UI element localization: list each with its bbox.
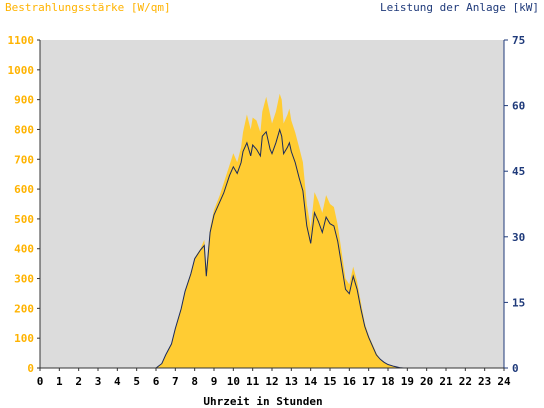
right-tick-label: 15: [512, 296, 525, 309]
left-tick-label: 200: [14, 302, 34, 315]
x-tick-label: 21: [439, 375, 453, 388]
left-tick-label: 100: [14, 332, 34, 345]
x-tick-label: 6: [153, 375, 160, 388]
x-tick-label: 11: [246, 375, 260, 388]
series-layer: [40, 93, 504, 369]
x-tick-label: 7: [172, 375, 179, 388]
left-tick-label: 600: [14, 183, 34, 196]
x-tick-label: 2: [75, 375, 82, 388]
right-axis-title: Leistung der Anlage [kW]: [380, 1, 539, 14]
x-tick-label: 23: [478, 375, 491, 388]
x-tick-label: 24: [497, 375, 511, 388]
right-tick-label: 0: [512, 362, 519, 375]
axes-layer: 0100200300400500600700800900100011000153…: [8, 34, 526, 388]
x-tick-label: 8: [191, 375, 198, 388]
x-tick-label: 15: [323, 375, 336, 388]
x-tick-label: 12: [265, 375, 278, 388]
x-tick-label: 4: [114, 375, 121, 388]
x-tick-label: 5: [133, 375, 140, 388]
left-tick-label: 800: [14, 123, 34, 136]
x-tick-label: 3: [95, 375, 102, 388]
left-tick-label: 300: [14, 273, 34, 286]
right-tick-label: 30: [512, 231, 525, 244]
x-tick-label: 22: [459, 375, 472, 388]
left-tick-label: 500: [14, 213, 34, 226]
x-tick-label: 17: [362, 375, 375, 388]
x-tick-label: 10: [227, 375, 240, 388]
x-tick-label: 18: [381, 375, 394, 388]
x-tick-label: 14: [304, 375, 318, 388]
x-tick-label: 19: [401, 375, 414, 388]
x-tick-label: 0: [37, 375, 44, 388]
right-tick-label: 60: [512, 100, 525, 113]
x-tick-label: 16: [343, 375, 357, 388]
irradiance-area: [40, 93, 504, 368]
left-tick-label: 400: [14, 243, 34, 256]
x-tick-label: 1: [56, 375, 63, 388]
left-tick-label: 700: [14, 153, 34, 166]
right-tick-label: 75: [512, 34, 525, 47]
power-line: [40, 127, 504, 369]
left-tick-label: 0: [27, 362, 34, 375]
x-axis-title: Uhrzeit in Stunden: [203, 395, 322, 408]
right-tick-label: 45: [512, 165, 525, 178]
x-tick-label: 9: [211, 375, 218, 388]
x-tick-label: 13: [285, 375, 298, 388]
left-tick-label: 900: [14, 94, 34, 107]
left-tick-label: 1100: [8, 34, 35, 47]
left-tick-label: 1000: [8, 64, 35, 77]
left-axis-title: Bestrahlungsstärke [W/qm]: [5, 1, 171, 14]
x-tick-label: 20: [420, 375, 433, 388]
